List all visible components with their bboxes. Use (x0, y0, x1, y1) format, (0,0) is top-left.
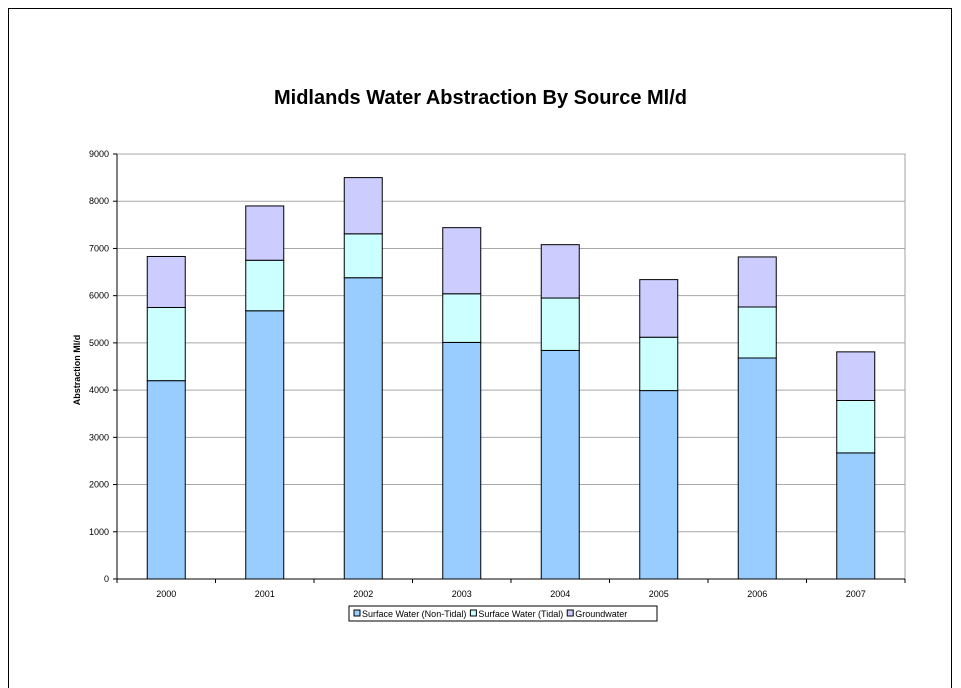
y-tick-labels: 0 1000 2000 3000 4000 5000 6000 7000 8000 9000 (89, 149, 109, 584)
x-tick-label: 2001 (255, 589, 275, 599)
x-tick-label: 2006 (747, 589, 767, 599)
bar-groundwater-2005 (639, 279, 679, 338)
bar-surface-water-non-tidal-2005 (639, 390, 679, 580)
x-tick-label: 2003 (452, 589, 472, 599)
plot-area-border (116, 153, 906, 580)
y-tick-label: 4000 (89, 385, 109, 395)
bar-groundwater-2006 (737, 256, 777, 308)
y-tick-label: 6000 (89, 291, 109, 301)
y-tick-label: 3000 (89, 432, 109, 442)
bar-surface-water-tidal-2000 (146, 306, 186, 382)
bar-surface-water-tidal-2006 (737, 306, 777, 359)
legend-box (348, 605, 658, 622)
legend-label: Surface Water (Tidal) (478, 609, 563, 619)
legend-swatch (469, 609, 477, 617)
bar-surface-water-non-tidal-2000 (146, 380, 186, 580)
axes (113, 153, 906, 583)
y-tick-label: 1000 (89, 527, 109, 537)
bars (146, 177, 876, 580)
bar-groundwater-2003 (442, 227, 482, 295)
bar-groundwater-2007 (836, 351, 876, 402)
y-tick-label: 7000 (89, 243, 109, 253)
x-tick-label: 2000 (156, 589, 176, 599)
x-tick-label: 2004 (550, 589, 570, 599)
bar-surface-water-non-tidal-2006 (737, 357, 777, 580)
bar-groundwater-2001 (245, 205, 285, 261)
bar-groundwater-2000 (146, 255, 186, 308)
legend: Surface Water (Non-Tidal) Surface Water (… (348, 605, 658, 622)
x-tick-label: 2002 (353, 589, 373, 599)
bar-groundwater-2002 (343, 177, 383, 235)
bar-surface-water-tidal-2001 (245, 259, 285, 312)
y-tick-label: 2000 (89, 480, 109, 490)
y-tick-label: 8000 (89, 196, 109, 206)
chart-title: Midlands Water Abstraction By Source Ml/… (273, 87, 688, 109)
bar-surface-water-tidal-2003 (442, 293, 482, 343)
y-tick-label: 5000 (89, 338, 109, 348)
y-tick-label: 0 (104, 574, 109, 584)
bar-surface-water-tidal-2002 (343, 233, 383, 279)
bar-surface-water-non-tidal-2003 (442, 341, 482, 580)
legend-label: Surface Water (Non-Tidal) (362, 609, 466, 619)
legend-swatch (566, 609, 574, 617)
x-tick-label: 2007 (846, 589, 866, 599)
bar-surface-water-tidal-2007 (836, 400, 876, 454)
bar-surface-water-non-tidal-2002 (343, 277, 383, 580)
bar-surface-water-non-tidal-2007 (836, 452, 876, 580)
legend-swatch (353, 609, 361, 617)
gridlines (116, 153, 906, 580)
x-tick-labels: 2000 2001 2002 2003 2004 2005 2006 2007 (156, 589, 866, 599)
y-axis-title: Abstraction Ml/d (72, 335, 82, 406)
bar-surface-water-non-tidal-2001 (245, 310, 285, 580)
bar-groundwater-2004 (540, 244, 580, 299)
legend-label: Groundwater (575, 609, 627, 619)
bar-surface-water-tidal-2004 (540, 297, 580, 351)
y-tick-label: 9000 (89, 149, 109, 159)
bar-surface-water-tidal-2005 (639, 336, 679, 392)
bar-surface-water-non-tidal-2004 (540, 349, 580, 580)
x-tick-label: 2005 (649, 589, 669, 599)
